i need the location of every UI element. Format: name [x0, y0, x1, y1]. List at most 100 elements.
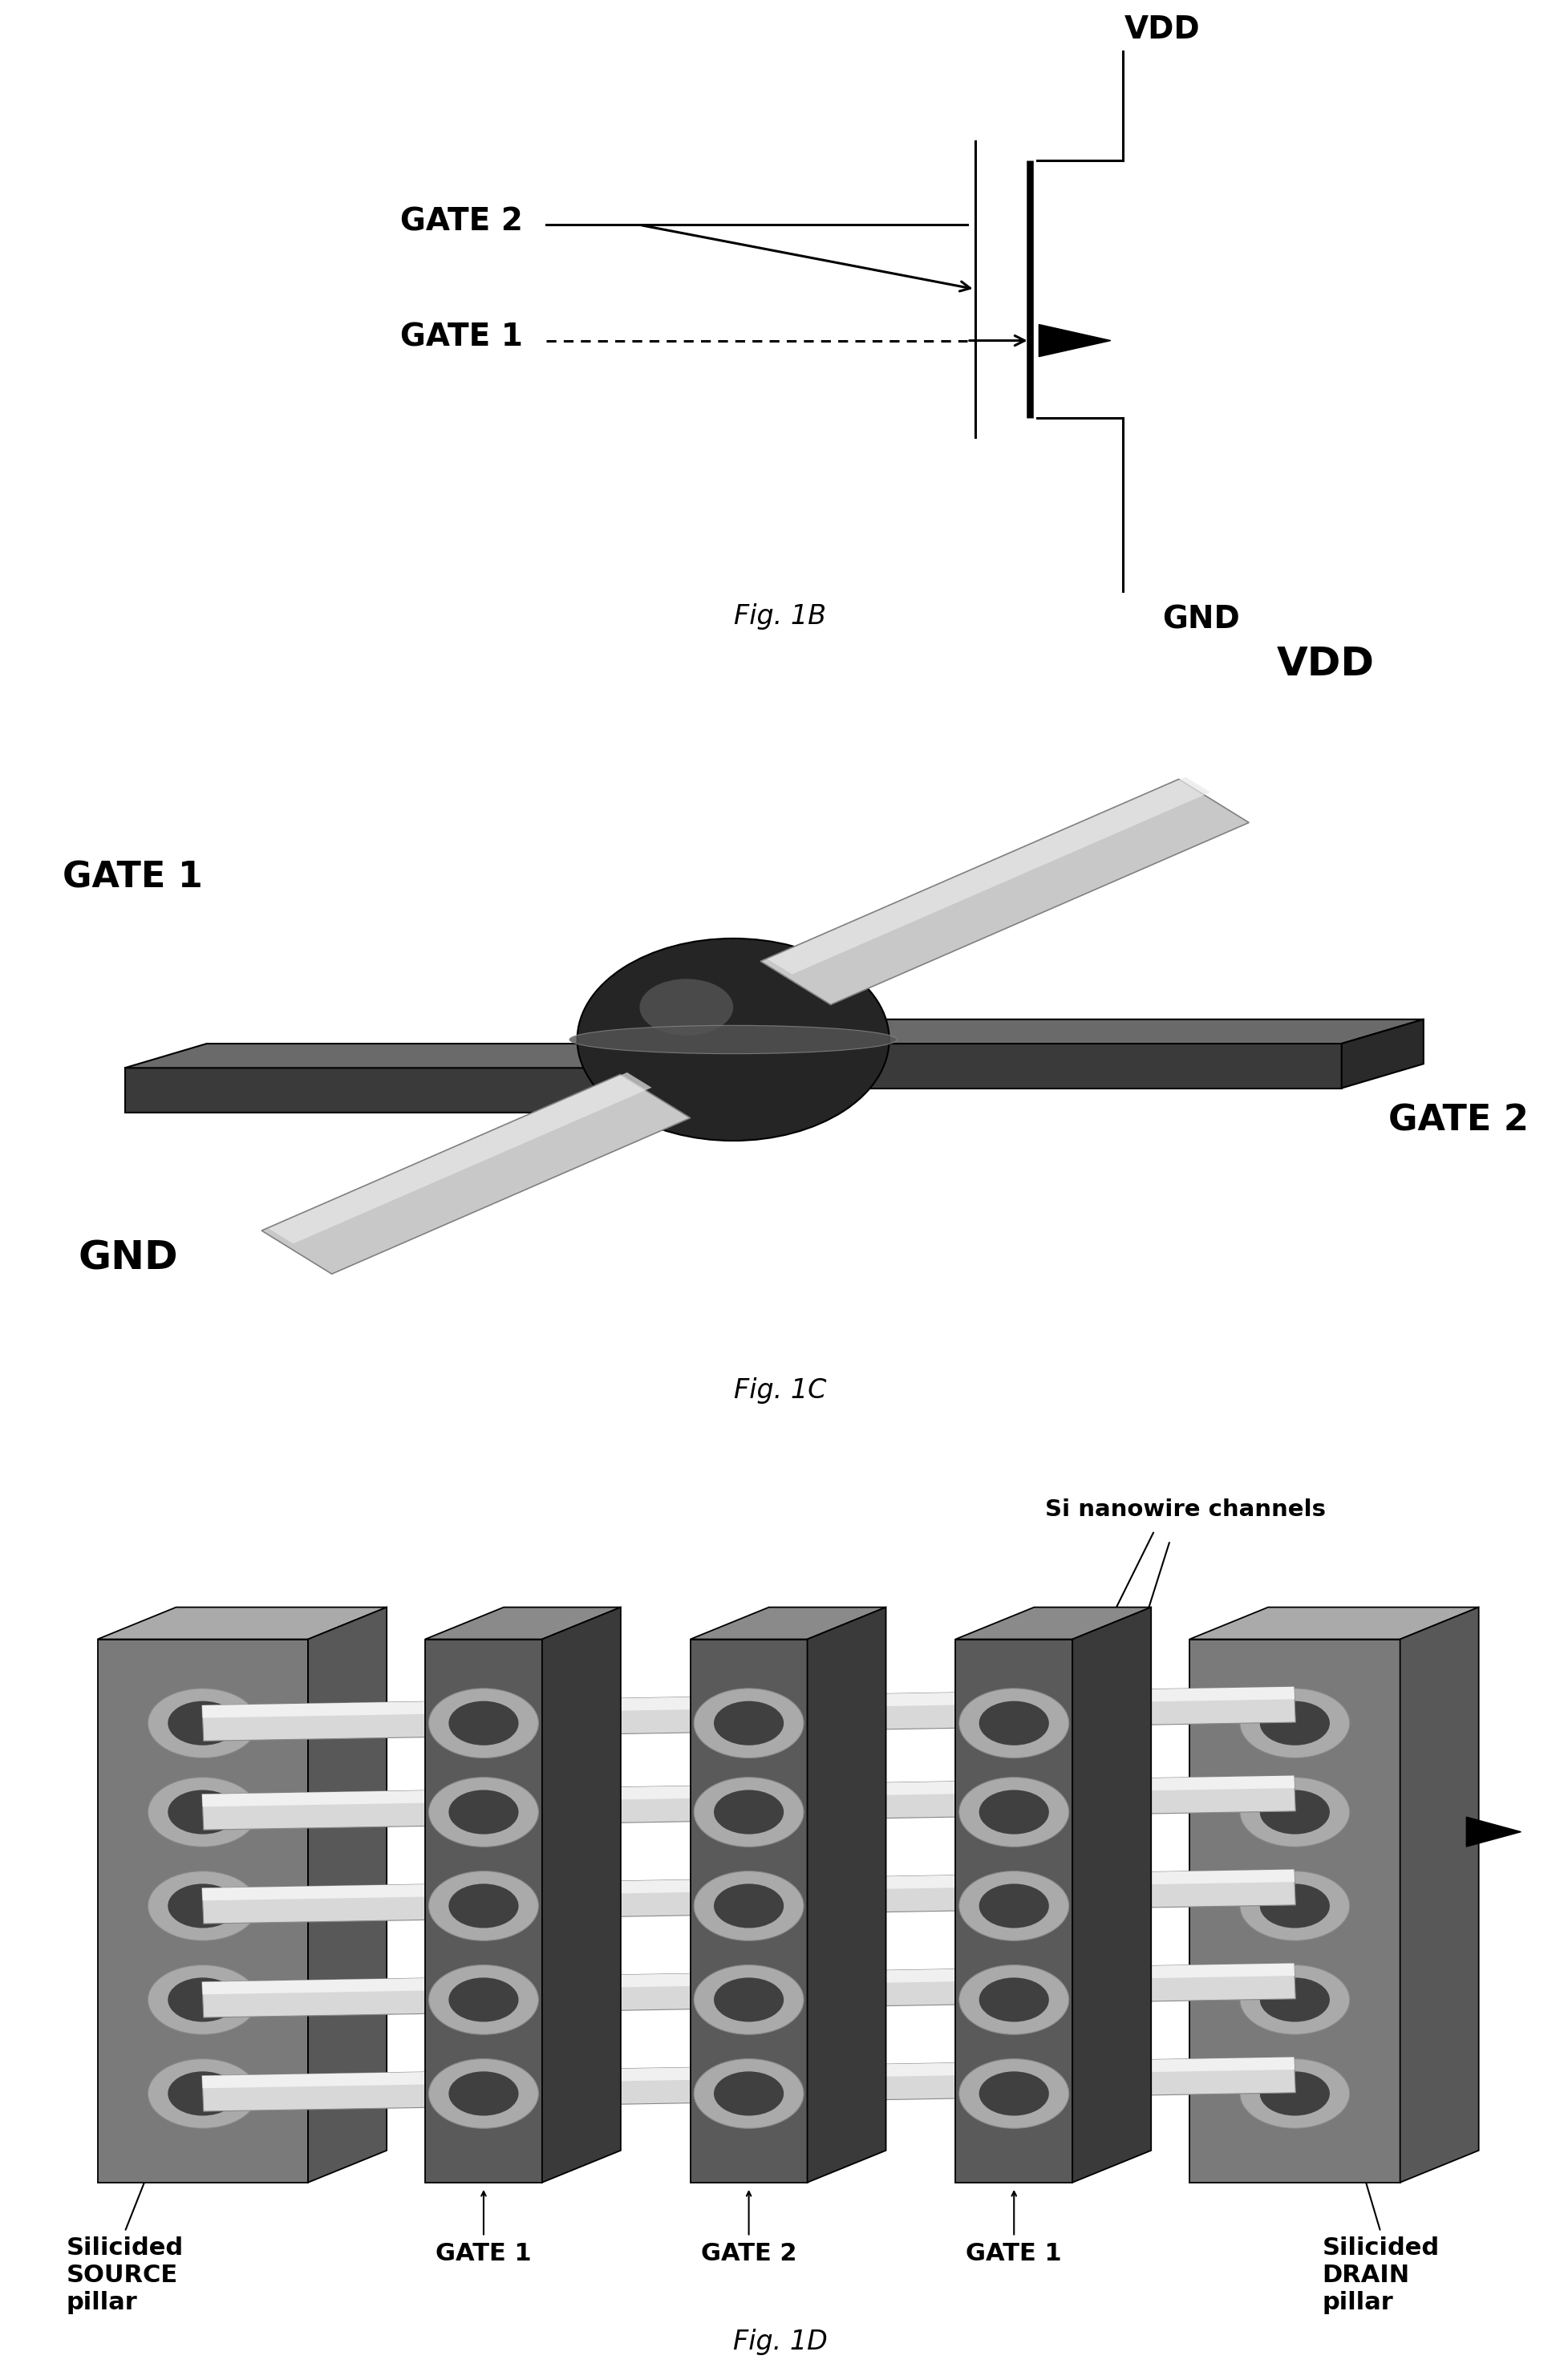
Ellipse shape — [1240, 1966, 1349, 2035]
Ellipse shape — [168, 1790, 237, 1835]
Ellipse shape — [694, 1966, 803, 2035]
Ellipse shape — [694, 1687, 803, 1759]
Ellipse shape — [168, 1702, 237, 1745]
Ellipse shape — [694, 2059, 803, 2128]
Ellipse shape — [429, 2059, 538, 2128]
Ellipse shape — [980, 1885, 1048, 1928]
Ellipse shape — [714, 1978, 783, 2023]
Text: Fig. 1C: Fig. 1C — [733, 1378, 827, 1404]
Text: GATE 1: GATE 1 — [966, 2242, 1062, 2266]
Ellipse shape — [959, 1687, 1069, 1759]
Polygon shape — [97, 1607, 387, 1640]
Polygon shape — [768, 776, 1211, 973]
Ellipse shape — [980, 2071, 1048, 2116]
Text: Silicided
DRAIN
pillar: Silicided DRAIN pillar — [1321, 2237, 1440, 2313]
Polygon shape — [424, 1640, 543, 2182]
Polygon shape — [690, 1607, 886, 1640]
Ellipse shape — [449, 2071, 518, 2116]
Polygon shape — [203, 2056, 1295, 2111]
Polygon shape — [309, 1607, 387, 2182]
Ellipse shape — [959, 1871, 1069, 1940]
Ellipse shape — [714, 1885, 783, 1928]
Ellipse shape — [980, 1978, 1048, 2023]
Ellipse shape — [1240, 2059, 1349, 2128]
Ellipse shape — [640, 978, 733, 1035]
Ellipse shape — [449, 1978, 518, 2023]
Text: Fig. 1D: Fig. 1D — [733, 2330, 827, 2356]
Ellipse shape — [168, 2071, 237, 2116]
Ellipse shape — [959, 2059, 1069, 2128]
Ellipse shape — [449, 1790, 518, 1835]
Polygon shape — [97, 1640, 309, 2182]
Polygon shape — [690, 1640, 808, 2182]
Ellipse shape — [429, 1966, 538, 2035]
Ellipse shape — [1240, 1778, 1349, 1847]
Ellipse shape — [1260, 2071, 1329, 2116]
Polygon shape — [262, 1073, 690, 1273]
Text: GATE 2: GATE 2 — [700, 2242, 797, 2266]
Ellipse shape — [959, 1778, 1069, 1847]
Ellipse shape — [449, 1702, 518, 1745]
Ellipse shape — [148, 1871, 257, 1940]
Text: GATE 1: GATE 1 — [399, 321, 523, 352]
Polygon shape — [203, 1775, 1295, 1806]
Ellipse shape — [1240, 1687, 1349, 1759]
Polygon shape — [955, 1640, 1073, 2182]
Polygon shape — [749, 1042, 1342, 1088]
Ellipse shape — [577, 938, 889, 1140]
Text: VDD: VDD — [1278, 645, 1374, 683]
Ellipse shape — [714, 1702, 783, 1745]
Text: GATE 1: GATE 1 — [62, 862, 203, 895]
Polygon shape — [1190, 1640, 1401, 2182]
Text: GND: GND — [78, 1240, 178, 1278]
Ellipse shape — [148, 1778, 257, 1847]
Polygon shape — [1073, 1607, 1151, 2182]
Ellipse shape — [148, 1966, 257, 2035]
Polygon shape — [749, 1019, 1423, 1042]
Polygon shape — [203, 1868, 1295, 1923]
Ellipse shape — [714, 1790, 783, 1835]
Ellipse shape — [569, 1026, 897, 1054]
Text: GATE 2: GATE 2 — [399, 207, 523, 238]
Ellipse shape — [148, 1687, 257, 1759]
Ellipse shape — [694, 1871, 803, 1940]
Text: Si nanowire channels: Si nanowire channels — [1045, 1499, 1326, 1521]
Ellipse shape — [449, 1885, 518, 1928]
Ellipse shape — [980, 1702, 1048, 1745]
Text: GATE 2: GATE 2 — [1388, 1104, 1529, 1138]
Polygon shape — [125, 1069, 686, 1111]
Polygon shape — [203, 1964, 1295, 1994]
Polygon shape — [203, 1687, 1295, 1718]
Polygon shape — [424, 1607, 621, 1640]
Polygon shape — [808, 1607, 886, 2182]
Polygon shape — [268, 1073, 652, 1245]
Polygon shape — [203, 1775, 1295, 1830]
Ellipse shape — [429, 1871, 538, 1940]
Text: Fig. 1B: Fig. 1B — [733, 602, 827, 631]
Polygon shape — [1401, 1607, 1479, 2182]
Polygon shape — [543, 1607, 621, 2182]
Ellipse shape — [168, 1978, 237, 2023]
Polygon shape — [203, 2056, 1295, 2087]
Text: GND: GND — [1162, 605, 1240, 635]
Ellipse shape — [714, 2071, 783, 2116]
Polygon shape — [1190, 1607, 1479, 1640]
Polygon shape — [1039, 324, 1111, 357]
Ellipse shape — [1260, 1978, 1329, 2023]
Text: VDD: VDD — [1125, 14, 1200, 45]
Polygon shape — [1466, 1816, 1521, 1847]
Ellipse shape — [1260, 1885, 1329, 1928]
Polygon shape — [125, 1042, 769, 1069]
Ellipse shape — [980, 1790, 1048, 1835]
Ellipse shape — [1240, 1871, 1349, 1940]
Text: GATE 1: GATE 1 — [435, 2242, 532, 2266]
Text: Silicided
SOURCE
pillar: Silicided SOURCE pillar — [66, 2237, 184, 2313]
Ellipse shape — [168, 1885, 237, 1928]
Polygon shape — [203, 1687, 1295, 1740]
Ellipse shape — [959, 1966, 1069, 2035]
Polygon shape — [761, 778, 1250, 1004]
Ellipse shape — [429, 1687, 538, 1759]
Ellipse shape — [429, 1778, 538, 1847]
Polygon shape — [955, 1607, 1151, 1640]
Ellipse shape — [1260, 1790, 1329, 1835]
